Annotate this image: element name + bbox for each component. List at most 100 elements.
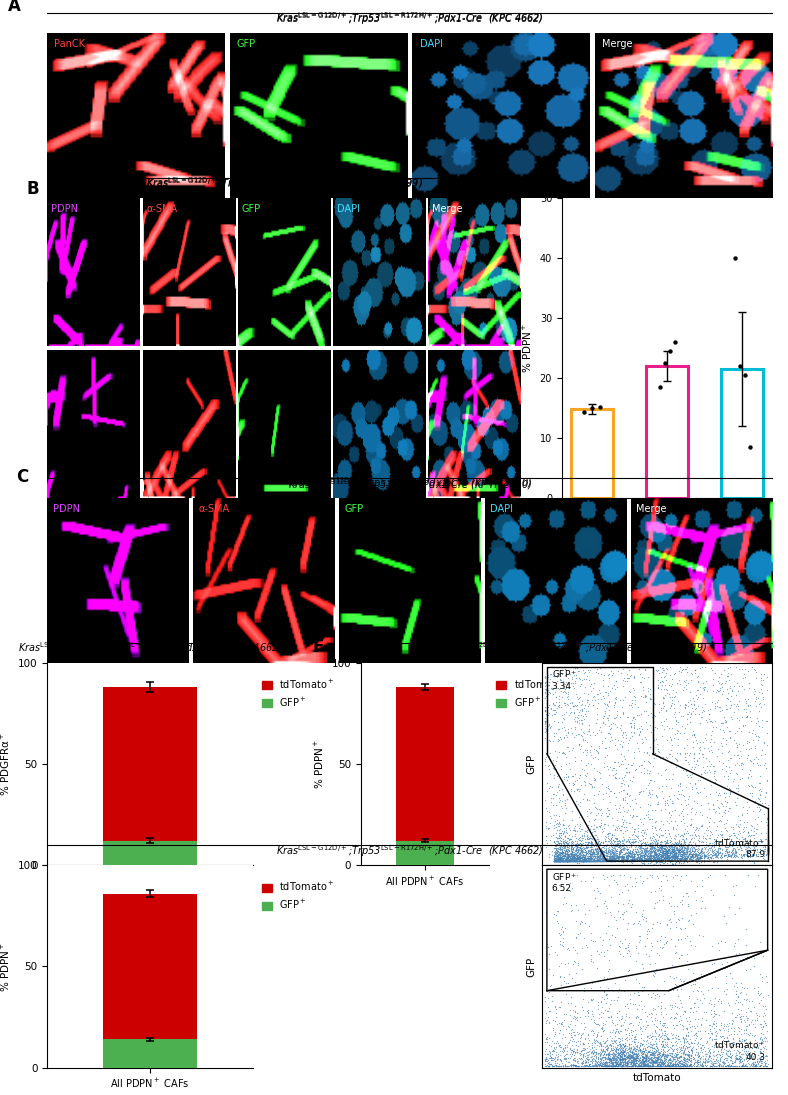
Point bbox=[551, 902, 563, 920]
Point bbox=[660, 1056, 673, 1073]
Point bbox=[588, 852, 600, 869]
Point bbox=[556, 843, 568, 861]
Point bbox=[657, 832, 670, 850]
Point bbox=[672, 840, 685, 857]
Point bbox=[595, 833, 608, 851]
Point bbox=[734, 825, 746, 842]
Point bbox=[672, 723, 685, 740]
Point bbox=[658, 1030, 671, 1048]
Point bbox=[639, 843, 652, 861]
Point bbox=[555, 850, 567, 867]
Point bbox=[614, 1050, 626, 1068]
Point bbox=[737, 1007, 749, 1025]
Point bbox=[538, 717, 551, 735]
Point bbox=[717, 1037, 730, 1054]
Point bbox=[615, 774, 627, 792]
Point bbox=[664, 840, 677, 857]
Point bbox=[604, 1052, 617, 1070]
Point bbox=[672, 850, 685, 867]
Point bbox=[576, 852, 589, 869]
Point bbox=[704, 848, 716, 865]
Point bbox=[742, 662, 754, 680]
Point bbox=[740, 793, 753, 810]
Point bbox=[681, 1057, 693, 1074]
Point bbox=[761, 844, 774, 862]
Point bbox=[566, 852, 578, 869]
Point bbox=[686, 843, 698, 861]
Point bbox=[704, 700, 716, 717]
Point bbox=[709, 1051, 722, 1069]
Point bbox=[543, 776, 556, 794]
Point bbox=[643, 849, 656, 866]
Point bbox=[651, 795, 663, 812]
Point bbox=[561, 829, 574, 846]
Point bbox=[543, 803, 556, 820]
Point bbox=[626, 1052, 639, 1070]
Point bbox=[675, 980, 687, 998]
Point bbox=[602, 1049, 615, 1067]
Point bbox=[708, 1047, 720, 1064]
Point bbox=[662, 1038, 675, 1056]
Point bbox=[604, 852, 617, 869]
Point bbox=[559, 684, 572, 702]
Point bbox=[567, 852, 580, 869]
Point bbox=[541, 1034, 553, 1051]
Point bbox=[638, 1046, 651, 1063]
Point bbox=[610, 1048, 623, 1065]
Point bbox=[614, 1037, 626, 1054]
Point bbox=[611, 1057, 624, 1074]
Point bbox=[709, 1022, 722, 1039]
Point bbox=[539, 1045, 552, 1062]
Point bbox=[644, 840, 656, 857]
Point bbox=[559, 843, 571, 861]
Point bbox=[701, 712, 713, 729]
Point bbox=[557, 1057, 570, 1074]
Point bbox=[566, 833, 578, 851]
Point bbox=[585, 851, 597, 868]
Point bbox=[579, 852, 592, 869]
Point bbox=[676, 896, 689, 913]
Point bbox=[553, 1036, 566, 1053]
Point bbox=[623, 1024, 635, 1041]
Point bbox=[758, 1052, 771, 1070]
Point bbox=[643, 849, 656, 866]
Point bbox=[579, 741, 592, 759]
Point bbox=[738, 829, 751, 846]
Point bbox=[745, 752, 757, 770]
Point bbox=[586, 851, 599, 868]
Point bbox=[571, 1033, 584, 1050]
Point bbox=[761, 834, 774, 852]
Point bbox=[542, 1057, 555, 1074]
Point bbox=[675, 1035, 687, 1052]
Point bbox=[623, 661, 635, 679]
Point bbox=[619, 843, 632, 861]
Point bbox=[677, 848, 690, 865]
Point bbox=[558, 823, 571, 841]
Point bbox=[655, 832, 667, 850]
Point bbox=[761, 837, 774, 854]
Point bbox=[664, 831, 677, 849]
Point bbox=[666, 850, 678, 867]
Point bbox=[586, 1057, 599, 1074]
Point bbox=[577, 1047, 589, 1064]
Point bbox=[651, 850, 663, 867]
Point bbox=[601, 852, 614, 869]
Point bbox=[600, 1057, 612, 1074]
Point bbox=[680, 837, 693, 854]
Point bbox=[591, 1052, 604, 1070]
Point bbox=[550, 852, 563, 869]
Point bbox=[641, 1056, 653, 1073]
Point bbox=[685, 843, 697, 861]
Point bbox=[629, 845, 641, 863]
Point bbox=[631, 850, 644, 867]
Point bbox=[603, 1049, 615, 1067]
Point bbox=[684, 1003, 697, 1021]
Point bbox=[761, 842, 774, 860]
Point bbox=[745, 1050, 758, 1068]
Point bbox=[603, 766, 615, 784]
Point bbox=[659, 839, 671, 856]
Point bbox=[558, 840, 571, 857]
Point bbox=[656, 848, 668, 865]
Point bbox=[645, 1044, 658, 1061]
Point bbox=[627, 1053, 640, 1071]
